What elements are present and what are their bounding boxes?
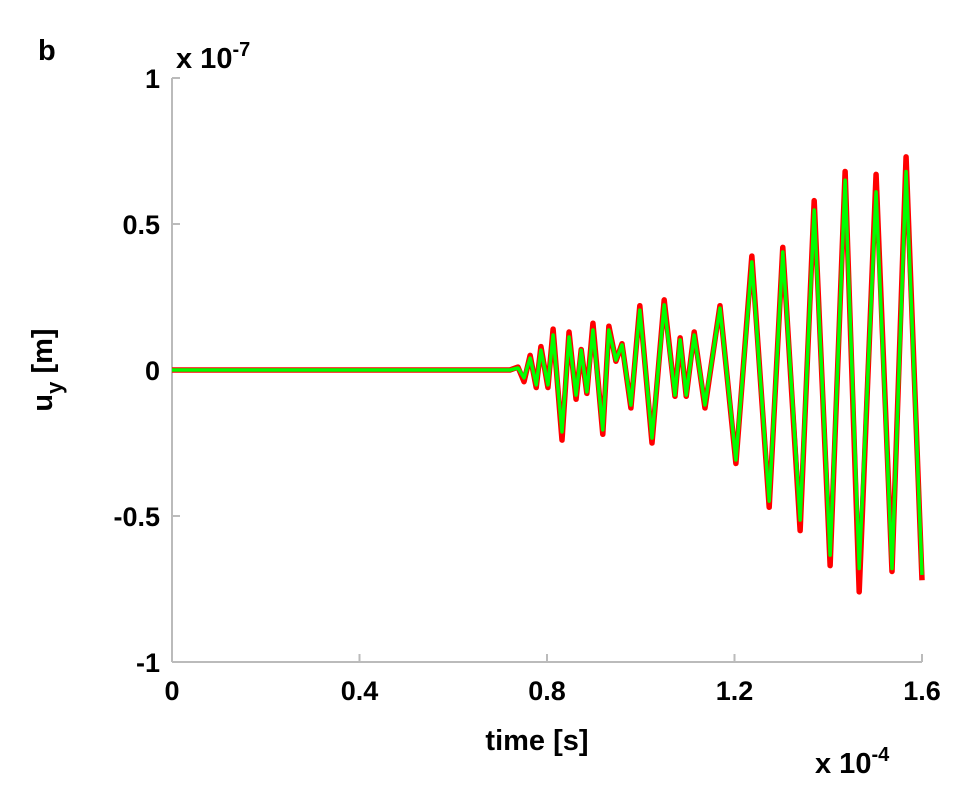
x-exponent-base: x 10 <box>815 748 871 780</box>
y-tick-label: 0 <box>145 356 160 386</box>
y-tick-label: 1 <box>145 64 160 94</box>
x-tick-label: 0.8 <box>528 676 566 706</box>
y-tick-label: 0.5 <box>122 210 160 240</box>
y-tick-label: -0.5 <box>113 502 160 532</box>
x-tick-label: 1.2 <box>716 676 754 706</box>
y-axis-label-base: u <box>27 394 59 412</box>
x-axis-label: time [s] <box>485 725 588 757</box>
y-axis-label-gap <box>27 374 59 382</box>
y-axis-label-unit: [m] <box>27 328 59 373</box>
x-exponent: x 10-4 <box>815 744 890 780</box>
x-tick-label: 0 <box>164 676 179 706</box>
x-tick-label: 0.4 <box>341 676 379 706</box>
panel-label: b <box>38 35 56 67</box>
x-tick-label: 1.6 <box>903 676 941 706</box>
y-axis-label-sub: y <box>42 381 67 394</box>
series-line <box>172 169 924 576</box>
y-exponent: x 10-7 <box>176 39 250 75</box>
x-exponent-power: -4 <box>871 744 890 766</box>
y-exponent-base: x 10 <box>176 43 232 75</box>
y-axis-label: uy [m] <box>27 328 67 411</box>
y-tick-label: -1 <box>136 648 160 678</box>
y-exponent-power: -7 <box>232 39 250 61</box>
